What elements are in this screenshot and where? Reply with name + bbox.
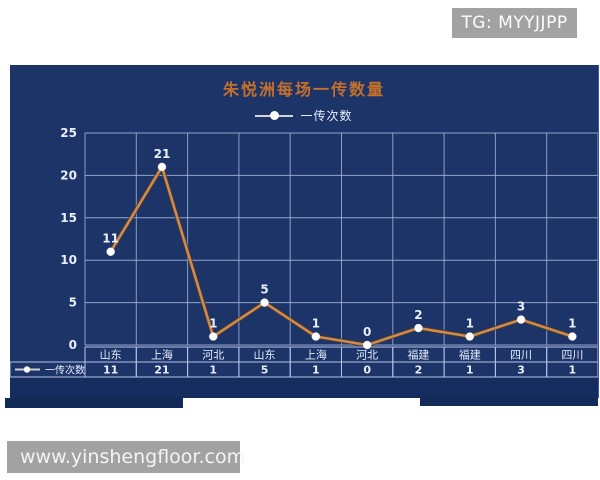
table-value-label: 1 [569,364,577,377]
table-value-label: 21 [154,364,169,377]
chart-panel: 朱悦洲每场一传数量 一传次数 0 5 10 15 20 25 山东 11 上海 21 河北 1 山东 5 上… [5,65,599,408]
y-axis-tick-label: 20 [60,168,77,182]
table-category-label: 福建 [459,348,481,362]
panel-bottom-strip [10,377,598,398]
data-point-label: 2 [414,308,422,322]
y-axis-tick-label: 0 [69,338,77,352]
table-category-label: 河北 [202,349,224,362]
data-point-label: 1 [466,317,474,331]
panel-foot-right [420,398,598,406]
table-value-label: 3 [517,364,525,377]
chart-title: 朱悦洲每场一传数量 [222,80,385,99]
data-point-marker [516,315,526,324]
data-point-marker [414,323,423,333]
y-axis-tick-label: 25 [60,126,77,140]
table-category-label: 山东 [100,349,122,362]
data-point-marker [209,332,218,341]
table-value-label: 1 [466,364,474,377]
y-axis-tick-label: 15 [60,211,77,225]
table-category-label: 上海 [151,348,173,362]
table-category-label: 山东 [254,349,276,362]
watermark-top-right: TG: MYYJJPP [452,8,577,38]
table-legend-marker-icon [23,366,31,373]
legend-label: 一传次数 [300,108,353,123]
data-point-marker [362,340,372,350]
data-point-label: 11 [102,232,119,246]
data-point-label: 0 [363,325,371,339]
data-point-label: 21 [154,147,171,161]
data-point-marker [568,332,577,341]
table-value-label: 0 [363,364,371,377]
table-value-cell [546,361,598,378]
table-value-label: 11 [103,364,118,377]
table-value-label: 2 [415,364,423,377]
table-category-label: 福建 [407,348,429,362]
table-category-label: 四川 [561,349,583,362]
data-point-marker [260,298,269,307]
data-point-label: 5 [260,283,268,297]
table-value-label: 1 [312,364,320,377]
chart-legend: 一传次数 [10,108,598,123]
table-category-label: 上海 [305,348,327,362]
data-point-marker [465,332,474,341]
data-point-label: 1 [568,317,576,331]
data-point-label: 1 [209,317,217,331]
data-point-marker [157,162,167,172]
data-point-label: 1 [312,317,320,331]
panel-foot-left [5,398,183,408]
data-point-marker [106,247,115,256]
series-line [109,165,573,347]
chart-canvas: 0510152025山东11上海21河北1山东5上海1河北0福建2福建1四川3四… [10,126,598,378]
table-value-label: 5 [261,364,269,377]
data-point-label: 3 [517,300,525,314]
table-value-label: 1 [209,364,217,377]
legend-line-marker-icon [255,110,294,120]
data-point-marker [311,332,321,341]
table-legend-label: 一传次数 [45,364,85,377]
watermark-bottom-left: www.yinshengfloor.com [7,441,245,473]
table-category-label: 河北 [356,349,378,362]
table-legend-cell [10,361,86,378]
y-axis-tick-label: 5 [69,296,77,310]
table-category-label: 四川 [510,349,532,362]
y-axis-tick-label: 10 [60,253,77,267]
